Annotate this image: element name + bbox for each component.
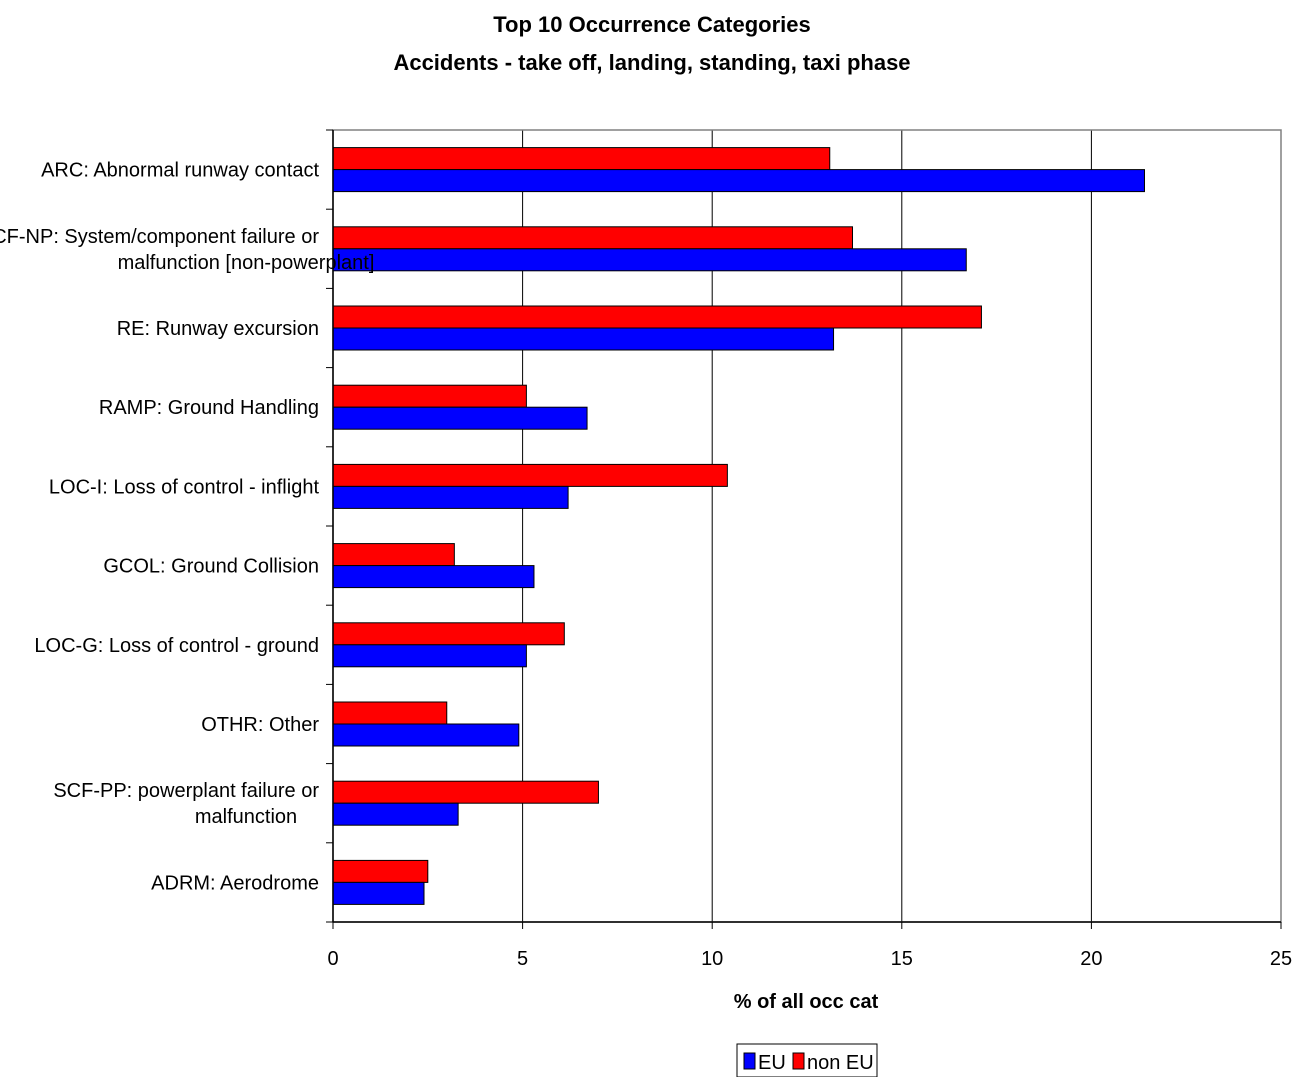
x-tick-label: 20 xyxy=(1080,948,1102,970)
x-tick-label: 0 xyxy=(327,948,338,970)
y-category-label: LOC-I: Loss of control - inflight xyxy=(49,476,320,498)
x-tick-label: 10 xyxy=(701,948,723,970)
bar-eu xyxy=(332,644,527,668)
y-category-label: malfunction [non-powerplant] xyxy=(118,252,375,274)
bar-non-eu xyxy=(332,780,599,804)
y-category-label: ADRM: Aerodrome xyxy=(151,872,319,894)
legend-box xyxy=(736,1043,878,1077)
chart-title: Top 10 Occurrence Categories xyxy=(493,12,811,37)
bar-non-eu xyxy=(332,147,831,171)
x-axis-title: % of all occ cat xyxy=(734,991,879,1013)
x-tick-label: 5 xyxy=(517,948,528,970)
legend-label-non-eu: non EU xyxy=(807,1052,874,1074)
bar-non-eu xyxy=(332,543,455,567)
bar-eu xyxy=(332,406,588,430)
bar-non-eu xyxy=(332,701,448,725)
y-category-label: LOC-G: Loss of control - ground xyxy=(34,635,319,657)
bar-eu xyxy=(332,169,1145,193)
y-category-label: malfunction xyxy=(195,806,297,828)
y-category-label: SCF-NP: System/component failure or xyxy=(0,226,319,248)
bar-eu xyxy=(332,248,967,272)
chart-subtitle: Accidents - take off, landing, standing,… xyxy=(393,50,910,75)
y-category-label: GCOL: Ground Collision xyxy=(103,556,319,578)
bar-non-eu xyxy=(332,859,429,883)
y-category-label: RAMP: Ground Handling xyxy=(99,397,319,419)
y-category-label: RE: Runway excursion xyxy=(117,318,319,340)
bars xyxy=(332,147,1145,905)
legend-label-eu: EU xyxy=(758,1052,786,1074)
bar-eu xyxy=(332,802,459,826)
legend: EU non EU xyxy=(736,1043,878,1077)
y-category-label: SCF-PP: powerplant failure or xyxy=(53,780,319,802)
y-category-label: ARC: Abnormal runway contact xyxy=(41,160,319,182)
bar-eu xyxy=(332,881,425,905)
bar-eu xyxy=(332,485,569,509)
x-tick-label: 15 xyxy=(891,948,913,970)
legend-swatch-non-eu xyxy=(792,1052,805,1070)
bar-eu xyxy=(332,565,535,589)
bar-non-eu xyxy=(332,463,728,487)
y-category-label: OTHR: Other xyxy=(201,714,319,736)
x-axis: 0 5 10 15 20 25 xyxy=(327,921,1292,970)
bar-non-eu xyxy=(332,305,982,329)
legend-swatch-eu xyxy=(743,1052,756,1070)
bar-non-eu xyxy=(332,622,565,646)
bar-non-eu xyxy=(332,384,527,408)
x-tick-label: 25 xyxy=(1270,948,1292,970)
y-axis: ARC: Abnormal runway contact SCF-NP: Syst… xyxy=(0,129,375,923)
bar-non-eu xyxy=(332,226,854,250)
bar-eu xyxy=(332,327,835,351)
bar-eu xyxy=(332,723,520,747)
